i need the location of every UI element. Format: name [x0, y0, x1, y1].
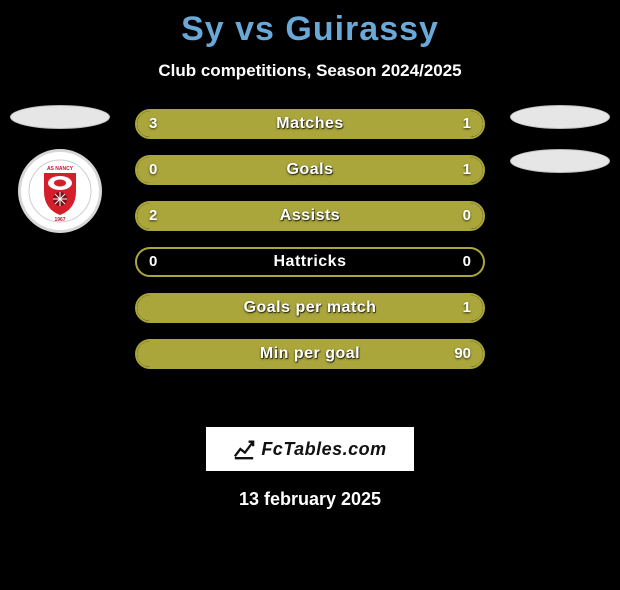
comparison-title: Sy vs Guirassy	[0, 10, 620, 49]
subtitle: Club competitions, Season 2024/2025	[0, 61, 620, 81]
title-vs: vs	[235, 10, 275, 48]
stat-bar-row: Min per goal90	[135, 339, 485, 369]
right-column	[510, 105, 610, 173]
stat-bar-right-value: 1	[463, 157, 471, 183]
stat-bar-right-value: 0	[463, 249, 471, 275]
stat-bar-row: Hattricks0 0	[135, 247, 485, 277]
stat-bar-row: Matches3 1	[135, 109, 485, 139]
stat-bar-row: Assists2 0	[135, 201, 485, 231]
left-column: AS NANCY 1967	[10, 105, 110, 233]
stat-bar-label: Goals per match	[137, 295, 483, 321]
stat-bar-left-value: 0	[149, 249, 157, 275]
stat-bar-left-value: 3	[149, 111, 157, 137]
date-line: 13 february 2025	[0, 489, 620, 510]
player1-club-badge: AS NANCY 1967	[18, 149, 102, 233]
svg-text:1967: 1967	[54, 217, 65, 223]
player1-name: Sy	[181, 10, 225, 48]
stat-bar-right-value: 0	[463, 203, 471, 229]
stat-bar-label: Min per goal	[137, 341, 483, 367]
stat-bar-row: Goals0 1	[135, 155, 485, 185]
player1-photo-placeholder	[10, 105, 110, 129]
fctables-logo-icon	[233, 438, 255, 460]
stat-bar-left-value: 2	[149, 203, 157, 229]
player2-name: Guirassy	[285, 10, 439, 48]
stat-bar-label: Assists	[137, 203, 483, 229]
stat-bar-right-value: 1	[463, 295, 471, 321]
player2-club-placeholder	[510, 149, 610, 173]
asnl-crest-icon: AS NANCY 1967	[28, 159, 92, 223]
stat-bar-row: Goals per match1	[135, 293, 485, 323]
stat-bar-label: Matches	[137, 111, 483, 137]
stat-bar-left-value: 0	[149, 157, 157, 183]
stat-bar-label: Hattricks	[137, 249, 483, 275]
stat-bar-label: Goals	[137, 157, 483, 183]
stat-bars: Matches31Goals01Assists20Hattricks00Goal…	[135, 109, 485, 369]
svg-text:AS NANCY: AS NANCY	[47, 166, 74, 172]
brand-box: FcTables.com	[206, 427, 414, 471]
comparison-area: AS NANCY 1967 Matches31Goals01Assists20H…	[0, 109, 620, 409]
player2-photo-placeholder	[510, 105, 610, 129]
stat-bar-right-value: 1	[463, 111, 471, 137]
brand-text: FcTables.com	[261, 439, 386, 460]
stat-bar-right-value: 90	[454, 341, 471, 367]
